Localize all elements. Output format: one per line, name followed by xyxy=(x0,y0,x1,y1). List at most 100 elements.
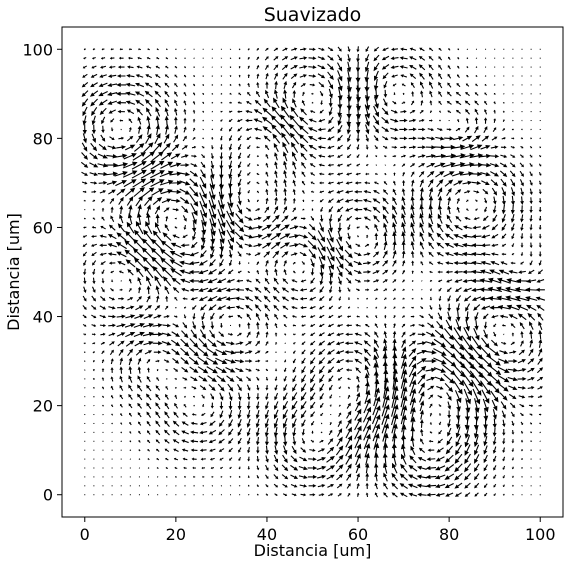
vector-arrow xyxy=(327,63,334,71)
vector-arrow xyxy=(293,342,296,345)
vector-arrow xyxy=(299,484,308,488)
vector-arrow xyxy=(465,83,470,87)
vector-arrow xyxy=(181,439,189,444)
vector-arrow xyxy=(261,233,273,240)
vector-arrow xyxy=(328,88,333,99)
vector-arrow xyxy=(284,333,287,336)
vector-arrow xyxy=(428,251,434,258)
vector-arrow xyxy=(110,385,114,391)
vector-arrow xyxy=(434,474,446,480)
vector-arrow xyxy=(353,260,363,266)
vector-arrow xyxy=(319,402,324,409)
vector-arrow xyxy=(284,342,286,345)
vector-arrow xyxy=(511,466,514,470)
vector-arrow xyxy=(538,215,542,222)
vector-arrow xyxy=(383,222,388,233)
vector-arrow xyxy=(124,240,137,251)
vector-arrow xyxy=(82,251,88,257)
vector-arrow xyxy=(408,340,417,347)
vector-arrow xyxy=(155,402,161,410)
vector-arrow xyxy=(138,449,141,452)
vector-arrow xyxy=(372,260,380,266)
vector-arrow xyxy=(327,126,335,133)
vector-arrow xyxy=(492,427,497,437)
vector-arrow xyxy=(93,485,95,487)
vector-arrow xyxy=(261,224,272,231)
vector-arrow xyxy=(473,190,480,194)
vector-arrow xyxy=(243,225,254,230)
vector-arrow xyxy=(152,142,163,153)
vector-arrow xyxy=(262,126,272,134)
vector-arrow xyxy=(140,160,156,170)
vector-arrow xyxy=(390,127,399,132)
vector-arrow xyxy=(339,396,341,398)
vector-arrow xyxy=(383,181,388,186)
vector-arrow xyxy=(190,448,198,452)
vector-arrow xyxy=(291,392,298,401)
vector-arrow xyxy=(82,115,87,126)
vector-arrow xyxy=(355,288,360,292)
vector-arrow xyxy=(101,48,105,51)
vector-arrow xyxy=(226,278,235,283)
vector-arrow xyxy=(82,305,87,310)
vector-arrow xyxy=(401,221,406,234)
vector-arrow xyxy=(283,89,288,99)
vector-arrow xyxy=(347,224,351,231)
vector-arrow xyxy=(190,439,199,444)
vector-arrow xyxy=(401,250,406,259)
vector-arrow xyxy=(345,444,353,457)
vector-arrow xyxy=(365,492,369,498)
vector-arrow xyxy=(183,117,187,124)
vector-arrow xyxy=(228,160,233,170)
vector-arrow xyxy=(137,116,142,125)
vector-arrow xyxy=(128,357,133,366)
vector-arrow xyxy=(188,347,199,357)
vector-arrow xyxy=(364,389,371,404)
vector-arrow xyxy=(219,410,224,419)
vector-arrow xyxy=(401,230,406,242)
vector-arrow xyxy=(309,348,316,356)
vector-arrow xyxy=(245,304,253,311)
vector-arrow xyxy=(97,171,109,177)
vector-arrow xyxy=(211,484,213,487)
vector-arrow xyxy=(419,195,424,206)
vector-arrow xyxy=(447,419,451,428)
vector-arrow xyxy=(211,119,213,122)
vector-arrow xyxy=(529,251,533,257)
vector-arrow xyxy=(298,465,308,471)
vector-arrow xyxy=(494,57,496,59)
vector-arrow xyxy=(521,119,523,122)
vector-arrow xyxy=(392,279,397,283)
vector-arrow xyxy=(530,57,532,59)
vector-arrow xyxy=(454,492,462,497)
vector-arrow xyxy=(159,170,174,178)
vector-arrow xyxy=(454,390,462,404)
vector-arrow xyxy=(128,56,133,60)
vector-arrow xyxy=(373,215,380,223)
vector-arrow xyxy=(155,420,161,427)
vector-arrow xyxy=(264,436,269,446)
vector-arrow xyxy=(409,56,417,61)
vector-arrow xyxy=(192,83,196,87)
vector-arrow xyxy=(426,136,436,141)
vector-arrow xyxy=(502,110,505,113)
vector-arrow xyxy=(146,295,151,303)
vector-arrow xyxy=(445,270,453,274)
vector-arrow xyxy=(464,463,472,473)
vector-arrow xyxy=(466,74,469,78)
vector-arrow xyxy=(446,214,453,223)
y-tick-label: 20 xyxy=(33,397,53,416)
vector-arrow xyxy=(254,350,261,355)
vector-arrow xyxy=(346,94,352,111)
vector-arrow xyxy=(338,305,342,309)
vector-arrow xyxy=(508,393,517,400)
vector-arrow xyxy=(100,332,106,336)
vector-arrow xyxy=(511,493,514,496)
vector-arrow xyxy=(428,195,434,207)
vector-arrow xyxy=(475,199,478,202)
vector-arrow xyxy=(511,484,514,487)
vector-arrow xyxy=(234,231,244,241)
vector-arrow xyxy=(111,485,113,487)
vector-arrow xyxy=(216,340,227,346)
